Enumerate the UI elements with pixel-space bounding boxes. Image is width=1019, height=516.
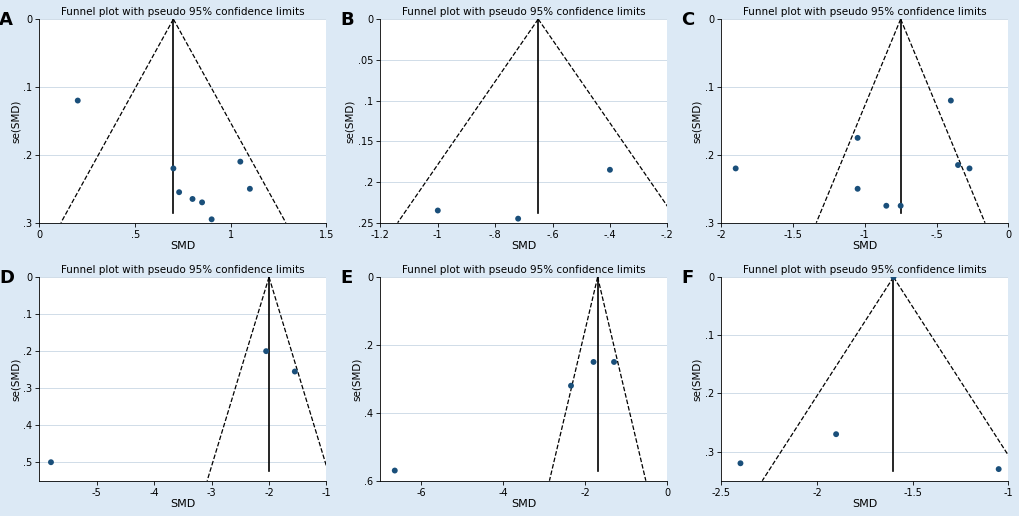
X-axis label: SMD: SMD: [851, 241, 876, 251]
Point: [386, 466, 403, 475]
Point: [727, 164, 743, 172]
Point: [165, 164, 181, 172]
Point: [232, 157, 249, 166]
Point: [892, 202, 908, 210]
Title: Funnel plot with pseudo 95% confidence limits: Funnel plot with pseudo 95% confidence l…: [61, 7, 305, 17]
Point: [961, 164, 977, 172]
Point: [562, 381, 579, 390]
Point: [43, 458, 59, 466]
Point: [605, 358, 622, 366]
Title: Funnel plot with pseudo 95% confidence limits: Funnel plot with pseudo 95% confidence l…: [742, 7, 985, 17]
Point: [69, 96, 86, 105]
Title: Funnel plot with pseudo 95% confidence limits: Funnel plot with pseudo 95% confidence l…: [401, 7, 645, 17]
Text: A: A: [0, 11, 13, 29]
X-axis label: SMD: SMD: [170, 241, 196, 251]
Point: [877, 202, 894, 210]
Point: [732, 459, 748, 467]
Title: Funnel plot with pseudo 95% confidence limits: Funnel plot with pseudo 95% confidence l…: [742, 265, 985, 275]
Y-axis label: se(SMD): se(SMD): [352, 357, 361, 400]
Point: [429, 206, 445, 215]
Point: [258, 347, 274, 356]
Point: [510, 215, 526, 223]
X-axis label: SMD: SMD: [511, 499, 536, 509]
Point: [242, 185, 258, 193]
Point: [286, 367, 303, 376]
Point: [949, 161, 965, 169]
Point: [827, 430, 844, 438]
Point: [184, 195, 201, 203]
Point: [194, 198, 210, 206]
Point: [989, 465, 1006, 473]
Y-axis label: se(SMD): se(SMD): [344, 99, 355, 142]
Point: [884, 273, 901, 281]
Y-axis label: se(SMD): se(SMD): [10, 357, 20, 400]
Point: [171, 188, 187, 196]
Point: [727, 222, 743, 230]
Text: E: E: [340, 269, 353, 287]
Y-axis label: se(SMD): se(SMD): [692, 99, 702, 142]
Point: [942, 96, 958, 105]
Text: D: D: [0, 269, 14, 287]
Y-axis label: se(SMD): se(SMD): [692, 357, 702, 400]
Title: Funnel plot with pseudo 95% confidence limits: Funnel plot with pseudo 95% confidence l…: [61, 265, 305, 275]
Text: F: F: [681, 269, 693, 287]
X-axis label: SMD: SMD: [851, 499, 876, 509]
X-axis label: SMD: SMD: [511, 241, 536, 251]
Point: [203, 215, 219, 223]
Title: Funnel plot with pseudo 95% confidence limits: Funnel plot with pseudo 95% confidence l…: [401, 265, 645, 275]
Point: [849, 185, 865, 193]
Text: C: C: [681, 11, 694, 29]
Point: [585, 358, 601, 366]
Text: B: B: [340, 11, 354, 29]
Y-axis label: se(SMD): se(SMD): [10, 99, 20, 142]
Point: [601, 166, 618, 174]
Point: [849, 134, 865, 142]
X-axis label: SMD: SMD: [170, 499, 196, 509]
